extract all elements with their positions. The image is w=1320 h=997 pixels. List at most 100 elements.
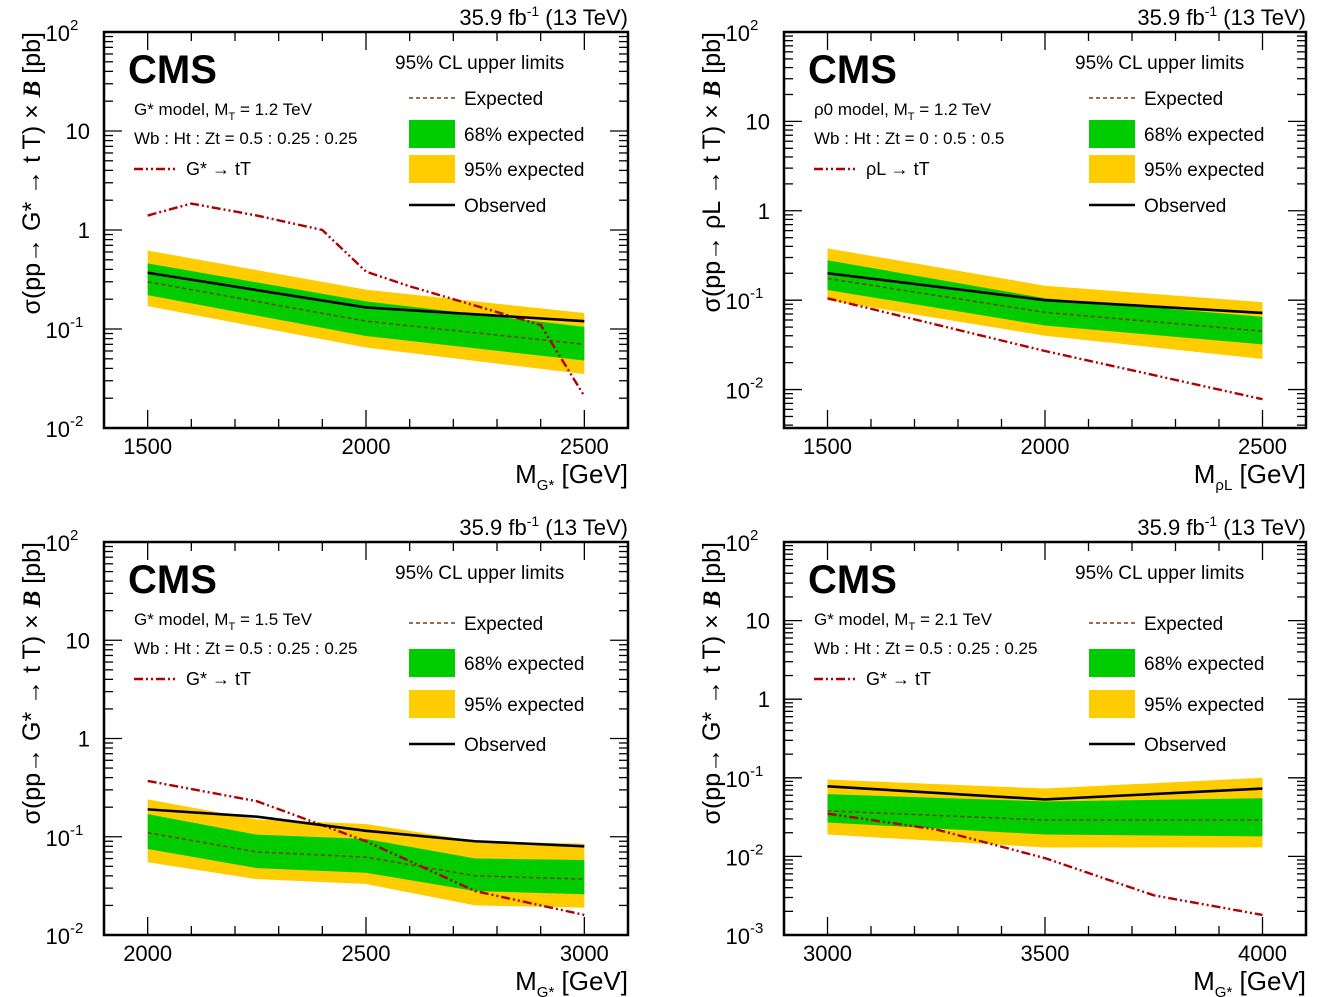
legend-95-swatch bbox=[1089, 155, 1135, 183]
x-tick-label: 2500 bbox=[560, 434, 609, 459]
cms-label: CMS bbox=[128, 48, 217, 92]
y-tick-label: 1 bbox=[78, 727, 90, 752]
y-tick-text: 10 bbox=[66, 119, 90, 144]
lumi-energy: (13 TeV) bbox=[1217, 515, 1306, 540]
legend-observed-label: Observed bbox=[1144, 735, 1226, 756]
y-tick-exponent: -2 bbox=[750, 841, 763, 858]
band-68-expected bbox=[147, 814, 585, 895]
y-label-unit: [pb] bbox=[698, 542, 726, 591]
x-label-unit: [GeV] bbox=[1232, 459, 1306, 489]
observed-line bbox=[147, 808, 585, 848]
y-tick-base: 10 bbox=[46, 924, 70, 949]
y-tick-label: 10 -1 bbox=[46, 822, 84, 851]
y-tick-base: 10 bbox=[726, 21, 750, 46]
legend-68-swatch bbox=[1089, 649, 1135, 677]
x-axis-label: MG* [GeV] bbox=[1193, 966, 1306, 997]
y-tick-exponent: -3 bbox=[750, 920, 763, 937]
expected-line bbox=[147, 281, 585, 346]
x-tick-label: 4000 bbox=[1238, 941, 1287, 966]
lumi-value: 35.9 fb bbox=[1137, 515, 1204, 540]
model-sub: T bbox=[228, 111, 235, 123]
legend-expected-label: Expected bbox=[464, 614, 543, 635]
lumi-energy: (13 TeV) bbox=[539, 515, 628, 540]
y-label-main: σ(pp→ G* → t T) × bbox=[18, 97, 46, 314]
x-axis-label: MG* [GeV] bbox=[515, 459, 628, 494]
observed-line bbox=[827, 784, 1263, 801]
lumi-sup: -1 bbox=[527, 513, 540, 529]
x-label-main: M bbox=[1194, 459, 1216, 489]
theory-line bbox=[827, 812, 1263, 917]
lumi-sup: -1 bbox=[527, 3, 540, 19]
model-sub: T bbox=[908, 621, 915, 633]
model-main: G* model, M bbox=[814, 610, 908, 629]
lumi-label: 35.9 fb-1 (13 TeV) bbox=[459, 3, 628, 30]
y-tick-base: 10 bbox=[726, 531, 750, 556]
y-axis-label: σ(pp→ G* → t T) × B [pb] bbox=[698, 542, 726, 824]
y-label-main: σ(pp→ G* → t T) × bbox=[698, 607, 726, 824]
model-label: G* model, MT = 2.1 TeV bbox=[814, 610, 993, 633]
y-tick-label: 10 bbox=[746, 109, 770, 134]
x-label-sub: ρL bbox=[1215, 477, 1232, 494]
legend-68-label: 68% expected bbox=[1144, 654, 1264, 675]
x-tick-label: 2500 bbox=[342, 941, 391, 966]
y-tick-exponent: -2 bbox=[70, 920, 83, 937]
legend-observed-label: Observed bbox=[464, 196, 546, 217]
x-tick-label: 3000 bbox=[803, 941, 852, 966]
y-tick-text: 10 bbox=[746, 109, 770, 134]
expected-line bbox=[147, 831, 585, 880]
legend-95-label: 95% expected bbox=[464, 695, 584, 716]
legend-68-swatch bbox=[409, 120, 455, 148]
y-label-main: σ(pp→ G* → t T) × bbox=[18, 607, 46, 824]
cms-label: CMS bbox=[128, 558, 217, 602]
x-label-unit: [GeV] bbox=[554, 966, 628, 996]
lumi-label: 35.9 fb-1 (13 TeV) bbox=[1137, 3, 1306, 30]
x-tick-label: 1500 bbox=[123, 434, 172, 459]
legend-95-label: 95% expected bbox=[1144, 160, 1264, 181]
lumi-value: 35.9 fb bbox=[459, 515, 526, 540]
lumi-label: 35.9 fb-1 (13 TeV) bbox=[459, 513, 628, 540]
model-label: G* model, MT = 1.5 TeV bbox=[134, 610, 313, 633]
x-tick-label: 2000 bbox=[342, 434, 391, 459]
y-tick-label: 1 bbox=[758, 199, 770, 224]
legend-95-label: 95% expected bbox=[1144, 695, 1264, 716]
y-tick-exponent: 2 bbox=[70, 17, 78, 34]
legend-observed-label: Observed bbox=[1144, 196, 1226, 217]
y-tick-exponent: -1 bbox=[750, 285, 763, 302]
y-label-unit: [pb] bbox=[698, 32, 726, 81]
y-tick-base: 10 bbox=[46, 21, 70, 46]
legend-68-label: 68% expected bbox=[1144, 125, 1264, 146]
y-tick-exponent: 2 bbox=[70, 527, 78, 544]
y-tick-label: 10 -2 bbox=[726, 841, 764, 870]
cms-label: CMS bbox=[808, 558, 897, 602]
theory-legend-label: G* → tT bbox=[866, 669, 931, 689]
y-tick-label: 1 bbox=[758, 687, 770, 712]
y-label-b: B bbox=[19, 591, 46, 609]
y-tick-label: 10 2 bbox=[46, 527, 79, 556]
y-tick-base: 10 bbox=[46, 318, 70, 343]
theory-line bbox=[827, 297, 1263, 401]
y-tick-exponent: 2 bbox=[750, 527, 758, 544]
y-tick-exponent: -2 bbox=[70, 413, 83, 430]
x-axis-label: MρL [GeV] bbox=[1194, 459, 1306, 494]
legend-95-swatch bbox=[409, 155, 455, 183]
theory-legend-label: ρL → tT bbox=[866, 159, 930, 179]
legend-title: 95% CL upper limits bbox=[395, 563, 564, 584]
x-tick-label: 3500 bbox=[1021, 941, 1070, 966]
theory-legend-label: G* → tT bbox=[186, 669, 251, 689]
lumi-label: 35.9 fb-1 (13 TeV) bbox=[1137, 513, 1306, 540]
br-label: Wb : Ht : Zt = 0.5 : 0.25 : 0.25 bbox=[814, 639, 1037, 658]
y-tick-label: 10 -1 bbox=[726, 285, 764, 314]
lumi-value: 35.9 fb bbox=[459, 5, 526, 30]
y-tick-label: 10 -2 bbox=[46, 920, 84, 949]
y-tick-label: 10 2 bbox=[46, 17, 79, 46]
band-68-expected bbox=[147, 263, 585, 361]
cms-label: CMS bbox=[808, 48, 897, 92]
y-tick-label: 10 2 bbox=[726, 17, 759, 46]
br-label: Wb : Ht : Zt = 0 : 0.5 : 0.5 bbox=[814, 129, 1004, 148]
y-label-unit: [pb] bbox=[18, 542, 46, 591]
lumi-sup: -1 bbox=[1205, 513, 1218, 529]
model-main: ρ0 model, M bbox=[814, 100, 908, 119]
legend-68-swatch bbox=[409, 649, 455, 677]
